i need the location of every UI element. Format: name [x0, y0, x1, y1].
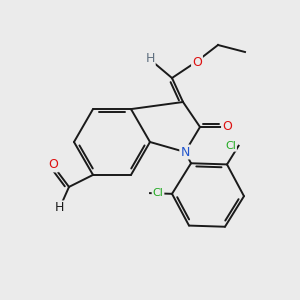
Text: N: N	[180, 146, 190, 158]
Text: O: O	[222, 121, 232, 134]
Text: Cl: Cl	[225, 141, 236, 151]
Text: Cl: Cl	[153, 188, 164, 198]
Text: O: O	[48, 158, 58, 171]
Text: H: H	[145, 52, 155, 65]
Text: O: O	[192, 56, 202, 68]
Text: H: H	[54, 201, 64, 214]
